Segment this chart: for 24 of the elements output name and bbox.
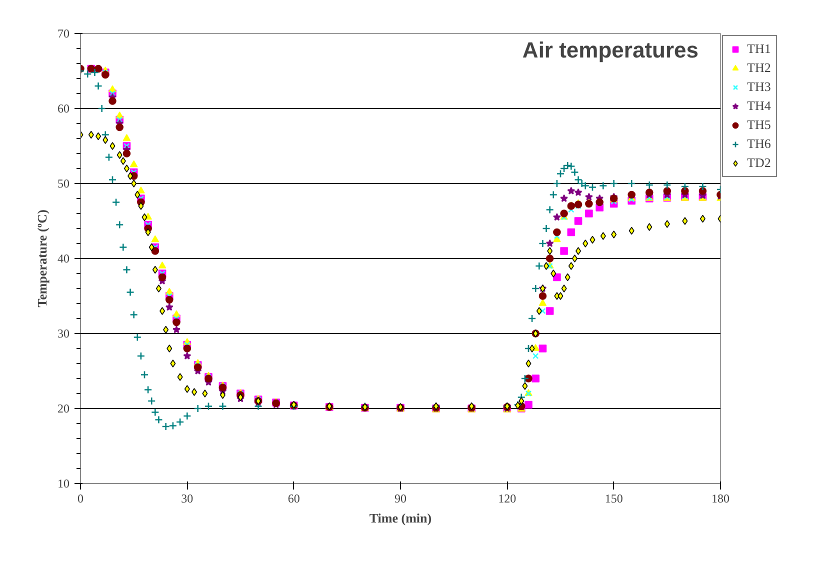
legend-label: TH2 (747, 60, 771, 76)
y-tick-label: 20 (58, 402, 70, 416)
y-tick-label: 70 (58, 26, 70, 40)
x-tick-label: 60 (288, 492, 300, 506)
chart-title: Air temperatures (522, 38, 699, 62)
legend-label: TH3 (747, 79, 771, 95)
y-tick-label: 50 (58, 176, 70, 190)
x-tick-label: 180 (712, 492, 730, 506)
y-tick-label: 40 (58, 252, 70, 266)
y-axis-title: Temperature (ºC) (34, 210, 50, 308)
y-tick-label: 10 (58, 476, 70, 490)
y-tick-label: 30 (58, 326, 70, 340)
x-tick-label: 90 (394, 492, 406, 506)
x-tick-label: 0 (78, 492, 84, 506)
legend-label: TH4 (747, 98, 771, 114)
y-tick-label: 60 (58, 102, 70, 116)
x-tick-label: 120 (498, 492, 516, 506)
x-tick-label: 30 (181, 492, 194, 506)
x-tick-label: 150 (604, 492, 623, 506)
legend-label: TH5 (747, 117, 771, 133)
legend-label: TH1 (747, 41, 771, 57)
legend-label: TD2 (747, 155, 771, 171)
x-axis-title: Time (min) (369, 510, 432, 526)
legend-label: TH6 (747, 136, 771, 152)
